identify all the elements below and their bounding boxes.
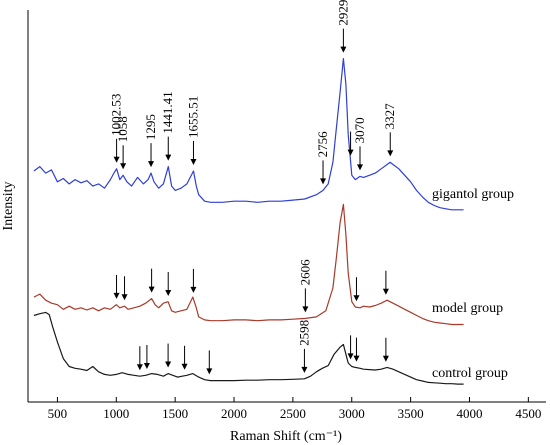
x-tick-label: 1000	[103, 406, 129, 421]
x-tick-label: 4000	[456, 406, 482, 421]
annotation-label: 1295	[143, 114, 158, 140]
annotation-label: 2598	[296, 320, 311, 346]
annotation-arrow-head	[353, 355, 360, 362]
x-tick-label: 500	[48, 406, 68, 421]
x-tick-label: 3500	[398, 406, 424, 421]
annotation-arrow-head	[148, 161, 155, 168]
annotation-arrow-head	[143, 362, 150, 369]
spectrum-traces	[33, 58, 464, 385]
annotation-label: 2929	[335, 0, 350, 26]
annotation-label: 1655.51	[185, 96, 200, 138]
annotation-label: 2606	[297, 259, 312, 286]
annotation-arrow-head	[356, 164, 363, 171]
annotation-arrow-head	[120, 163, 127, 170]
annotation-arrow-head	[165, 289, 172, 296]
series-label-model-group: model group	[432, 301, 503, 316]
annotation-arrow-head	[181, 363, 188, 370]
x-axis-title: Raman Shift (cm⁻¹)	[230, 429, 342, 444]
annotation-arrow-head	[382, 288, 389, 295]
x-axis-ticks: 500 1000 1500 2000 2500 3000 3500 4000 4500	[48, 397, 541, 421]
x-tick-label: 3000	[339, 406, 365, 421]
annotation-arrow-head	[347, 149, 354, 156]
annotation-label: 1058	[115, 116, 130, 142]
plot-frame	[27, 10, 546, 403]
series-labels: gigantol group model group control group	[432, 187, 514, 381]
annotation-arrow-head	[301, 366, 308, 373]
annotation-arrow-head	[190, 286, 197, 293]
annotation-arrow-head	[340, 46, 347, 53]
annotation-arrow-head	[113, 156, 120, 163]
series-label-control-group: control group	[432, 366, 508, 381]
annotation-label: 2756	[315, 131, 330, 158]
annotation-arrow-head	[190, 158, 197, 165]
annotation-arrow-head	[206, 368, 213, 375]
x-tick-label: 2000	[221, 406, 247, 421]
annotation-arrow-head	[136, 364, 143, 371]
annotation-arrow-head	[382, 355, 389, 362]
trace-gigantol-group	[33, 58, 464, 211]
annotation-arrow-head	[320, 178, 327, 185]
annotation-arrow-head	[113, 292, 120, 299]
x-tick-label: 1500	[162, 406, 188, 421]
x-tick-label: 4500	[515, 406, 541, 421]
series-label-gigantol-group: gigantol group	[432, 187, 514, 202]
annotation-label: 1441.41	[160, 91, 175, 133]
trace-model-group	[33, 203, 464, 326]
annotation-arrow-head	[353, 295, 360, 302]
y-axis-title: Intensity	[1, 182, 16, 231]
annotation-arrow-head	[302, 306, 309, 313]
trace-control-group	[33, 311, 464, 385]
annotation-arrow-head	[165, 154, 172, 161]
annotation-label: 3327	[382, 103, 397, 130]
annotation-arrow-head	[165, 361, 172, 368]
annotation-arrow-head	[387, 150, 394, 157]
x-tick-label: 2500	[280, 406, 306, 421]
annotation-arrow-head	[347, 353, 354, 360]
annotation-label: 1002.53	[109, 94, 124, 136]
annotation-arrow-head	[148, 286, 155, 293]
annotation-label: 3070	[352, 117, 367, 143]
annotation-arrow-head	[121, 294, 128, 301]
